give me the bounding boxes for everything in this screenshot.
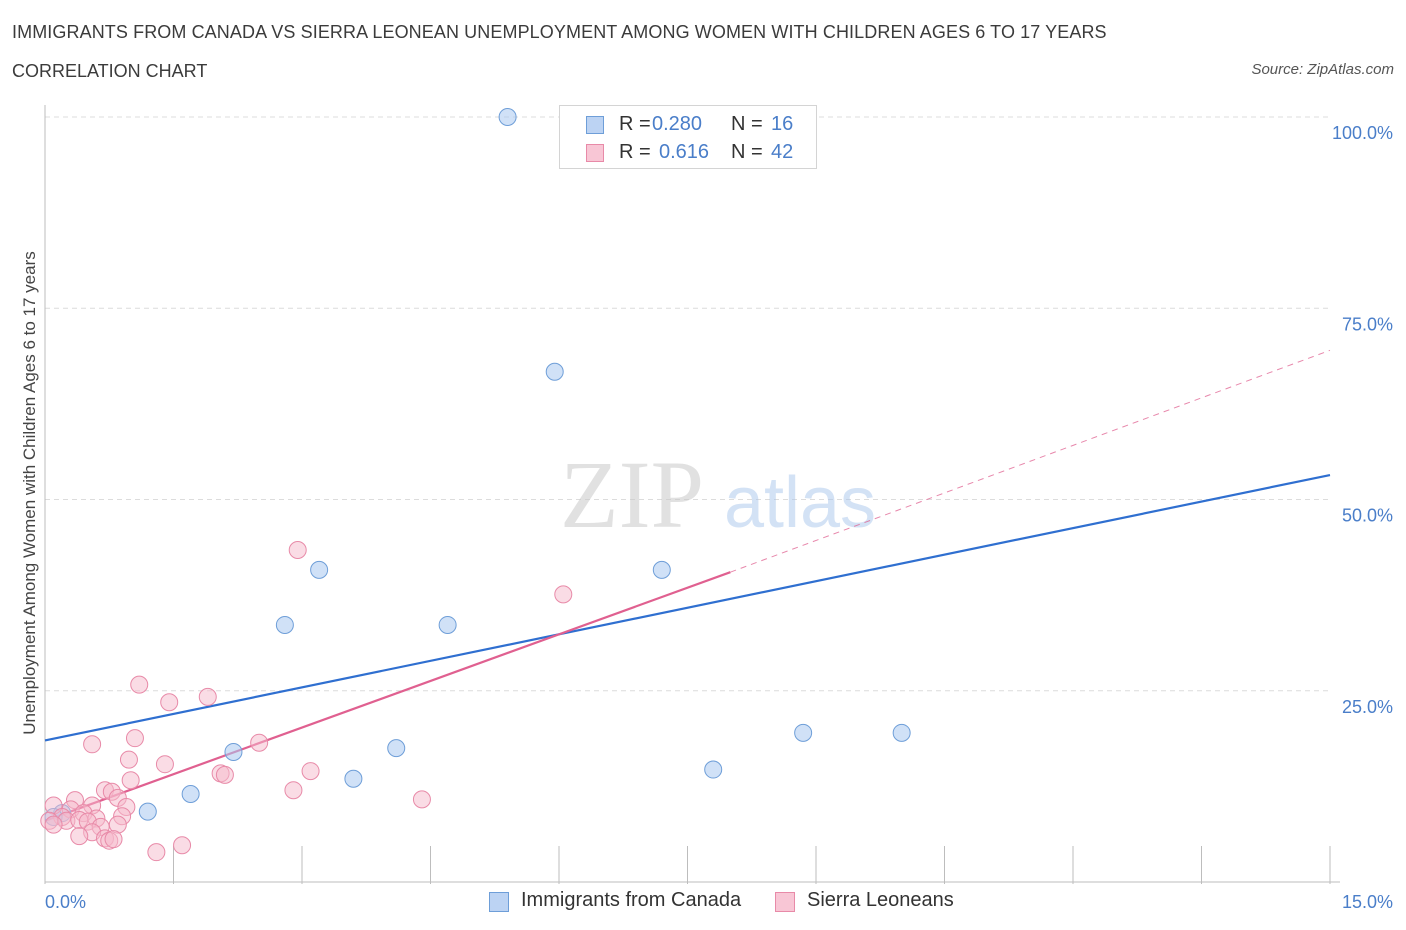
data-point-sierra [104, 830, 123, 849]
trend-line-sierra [44, 571, 731, 822]
data-point-canada [704, 760, 723, 779]
data-point-sierra [301, 762, 320, 781]
chart-title: IMMIGRANTS FROM CANADA VS SIERRA LEONEAN… [12, 22, 1107, 42]
watermark-atlas: atlas [724, 463, 876, 543]
data-point-sierra [44, 815, 63, 834]
data-point-canada [498, 108, 517, 126]
legend-n-value: 16 [771, 113, 794, 135]
stats-legend: R = 0.280 N = 16 R = 0.616 N = 42 [559, 105, 817, 169]
y-axis-label: Unemployment Among Women with Children A… [20, 251, 39, 735]
legend-r-label: R = [619, 113, 651, 135]
data-point-canada [438, 615, 457, 634]
trend-line-sierra-extension [730, 349, 1331, 573]
data-point-sierra [83, 735, 102, 754]
legend-r-label: R = [619, 141, 651, 163]
trend-line-canada [44, 473, 1331, 742]
data-point-sierra [288, 540, 307, 559]
watermark-zip: ZIP [560, 441, 704, 548]
y-tick-label: 25.0% [1342, 697, 1393, 717]
bottom-legend-label-sierra: Sierra Leoneans [807, 889, 954, 911]
source-credit: Source: ZipAtlas.com [1251, 61, 1394, 78]
x-tick-label: 0.0% [45, 892, 86, 912]
data-point-canada [652, 560, 671, 579]
data-point-sierra [173, 836, 192, 855]
trend-lines [44, 349, 1331, 822]
data-point-canada [138, 802, 157, 821]
data-point-canada [892, 723, 911, 742]
data-point-sierra [215, 765, 234, 784]
chart-subtitle: CORRELATION CHART [12, 61, 208, 81]
bottom-legend-swatch-sierra [775, 892, 795, 912]
watermark: ZIP atlas [560, 441, 876, 548]
x-tick-label: 15.0% [1342, 892, 1393, 912]
data-point-sierra [412, 790, 431, 809]
legend-r-value: 0.616 [659, 141, 710, 163]
data-point-canada [224, 742, 243, 761]
grid-lines [45, 116, 1330, 692]
data-point-sierra [155, 755, 174, 774]
data-point-canada [181, 785, 200, 804]
bottom-legend-label-canada: Immigrants from Canada [521, 889, 742, 911]
legend-n-value: 42 [771, 141, 794, 163]
data-point-sierra [284, 781, 303, 800]
axes [44, 105, 1340, 884]
data-point-canada [545, 362, 564, 381]
data-point-sierra [250, 733, 269, 752]
data-point-sierra [554, 585, 573, 604]
y-tick-label: 50.0% [1342, 506, 1393, 526]
data-point-sierra [198, 687, 217, 706]
bottom-legend-swatch-canada [489, 892, 509, 912]
data-point-canada [310, 560, 329, 579]
data-point-sierra [130, 675, 149, 694]
data-point-sierra [147, 843, 166, 862]
data-point-canada [387, 739, 406, 758]
data-point-sierra [119, 750, 138, 769]
data-point-sierra [125, 729, 144, 748]
data-point-sierra [70, 827, 89, 846]
legend-swatch-sierra [586, 144, 604, 162]
y-tick-label: 100.0% [1332, 123, 1393, 143]
tick-labels: 25.0% 50.0% 75.0% 100.0% 0.0% 15.0% [45, 123, 1393, 912]
legend-n-label: N = [731, 113, 763, 135]
data-point-canada [275, 615, 294, 634]
y-tick-label: 75.0% [1342, 314, 1393, 334]
data-point-sierra [160, 693, 179, 712]
legend-swatch-canada [586, 116, 604, 134]
data-point-canada [794, 723, 813, 742]
data-point-canada [344, 769, 363, 788]
legend-n-label: N = [731, 141, 763, 163]
series-sierra [40, 540, 573, 862]
data-point-sierra [121, 771, 140, 790]
legend-r-value: 0.280 [652, 113, 703, 135]
